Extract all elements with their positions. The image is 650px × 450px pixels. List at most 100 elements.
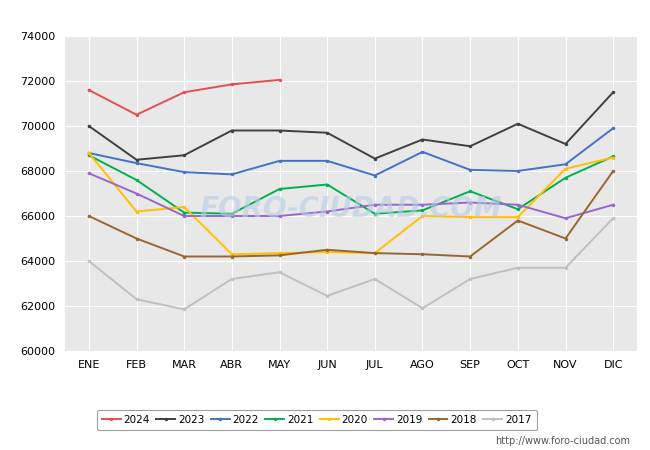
Line: 2021: 2021 — [87, 153, 615, 216]
2018 — [85, 213, 93, 219]
2024 — [133, 112, 140, 117]
2023 — [466, 144, 474, 149]
2020 — [323, 249, 331, 255]
2020 — [276, 250, 283, 256]
2019 — [133, 191, 140, 196]
2021 — [466, 189, 474, 194]
2022 — [562, 162, 569, 167]
2022 — [466, 167, 474, 172]
2017 — [371, 276, 379, 282]
2021 — [323, 182, 331, 187]
Line: 2022: 2022 — [87, 126, 615, 177]
2018 — [180, 254, 188, 259]
2019 — [419, 202, 426, 207]
Line: 2023: 2023 — [87, 90, 615, 162]
2018 — [419, 252, 426, 257]
2022 — [85, 150, 93, 156]
2022 — [180, 169, 188, 175]
2021 — [85, 153, 93, 158]
2024 — [276, 77, 283, 83]
2018 — [276, 253, 283, 258]
2019 — [276, 213, 283, 219]
2023 — [276, 128, 283, 133]
2022 — [276, 158, 283, 164]
2020 — [514, 215, 522, 220]
2017 — [276, 270, 283, 275]
2021 — [276, 186, 283, 192]
2023 — [609, 90, 617, 95]
2019 — [180, 213, 188, 219]
2024 — [228, 82, 236, 87]
2017 — [323, 293, 331, 299]
2023 — [85, 123, 93, 129]
2017 — [466, 276, 474, 282]
2019 — [323, 209, 331, 214]
2023 — [180, 153, 188, 158]
2023 — [562, 141, 569, 147]
Line: 2017: 2017 — [87, 216, 615, 311]
2022 — [609, 126, 617, 131]
2018 — [562, 236, 569, 241]
2020 — [371, 250, 379, 256]
2020 — [562, 166, 569, 171]
2019 — [466, 200, 474, 205]
2019 — [228, 213, 236, 219]
2021 — [228, 211, 236, 216]
2019 — [371, 202, 379, 207]
2019 — [562, 216, 569, 221]
2023 — [371, 156, 379, 162]
Text: Afiliados en Jaén a 31/5/2024: Afiliados en Jaén a 31/5/2024 — [203, 9, 447, 27]
2023 — [419, 137, 426, 142]
Text: http://www.foro-ciudad.com: http://www.foro-ciudad.com — [495, 436, 630, 446]
2024 — [180, 90, 188, 95]
2024 — [85, 87, 93, 93]
2020 — [466, 215, 474, 220]
2018 — [228, 254, 236, 259]
Line: 2018: 2018 — [87, 169, 615, 258]
2018 — [133, 236, 140, 241]
2020 — [609, 155, 617, 160]
2023 — [228, 128, 236, 133]
2018 — [609, 168, 617, 174]
2021 — [180, 210, 188, 216]
2017 — [133, 297, 140, 302]
2021 — [609, 154, 617, 159]
Line: 2024: 2024 — [87, 78, 281, 117]
Line: 2020: 2020 — [87, 151, 615, 256]
2017 — [514, 265, 522, 270]
2023 — [514, 121, 522, 126]
2018 — [514, 218, 522, 223]
2019 — [609, 202, 617, 207]
2022 — [228, 171, 236, 177]
2020 — [180, 204, 188, 210]
2021 — [419, 208, 426, 213]
2018 — [466, 254, 474, 259]
2020 — [85, 150, 93, 156]
2020 — [228, 252, 236, 257]
Line: 2019: 2019 — [87, 171, 615, 220]
2020 — [419, 213, 426, 219]
2022 — [419, 149, 426, 155]
2019 — [85, 171, 93, 176]
2018 — [371, 250, 379, 256]
2023 — [133, 157, 140, 162]
2017 — [419, 306, 426, 311]
2017 — [85, 258, 93, 264]
2017 — [228, 276, 236, 282]
2020 — [133, 209, 140, 214]
2021 — [133, 177, 140, 183]
2022 — [371, 173, 379, 178]
2022 — [133, 161, 140, 166]
Text: FORO-CIUDAD.COM: FORO-CIUDAD.COM — [200, 195, 502, 223]
2022 — [514, 168, 522, 174]
2021 — [514, 207, 522, 212]
2022 — [323, 158, 331, 164]
2018 — [323, 247, 331, 252]
2017 — [562, 265, 569, 270]
2021 — [562, 175, 569, 180]
Legend: 2024, 2023, 2022, 2021, 2020, 2019, 2018, 2017: 2024, 2023, 2022, 2021, 2020, 2019, 2018… — [97, 410, 537, 430]
2021 — [371, 211, 379, 216]
2017 — [609, 216, 617, 221]
2019 — [514, 202, 522, 207]
2017 — [180, 307, 188, 312]
